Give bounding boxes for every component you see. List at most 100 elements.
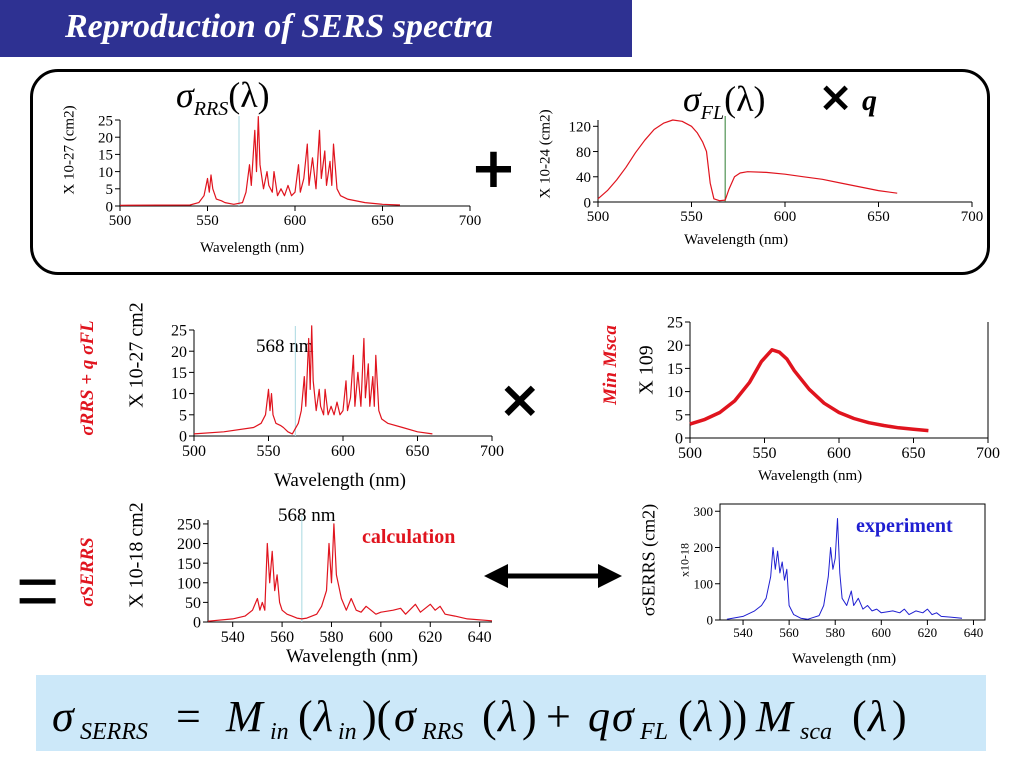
sum-x-tick-label: 650 [406,443,430,460]
sum-x-tick-label: 550 [257,443,281,460]
serrs-side-label-text: σSERRS [77,537,98,607]
serrs_exp-x-tick-label: 540 [733,625,753,640]
formula-m: M [225,692,265,741]
formula-p5: ( [678,692,693,741]
serrs-exp-yfactor: x10-18 [677,543,692,577]
formula-q: q [588,692,610,741]
formula-sigma2: σ [394,692,418,741]
formula-lambda-in: λ [312,692,333,741]
serrs-exp-ylabel: σSERRS (cm2) [638,503,659,617]
serrs-calc-xlabel: Wavelength (nm) [286,646,418,667]
serrs_exp-x-tick-label: 600 [872,625,892,640]
formula-sigma3: σ [612,692,636,741]
sum-ylabel: X 10-27 cm2 [125,302,148,408]
m-side-label: Min Msca [600,325,622,405]
serrs_exp-x-tick-label: 580 [825,625,845,640]
formula-sub-serrs: SERRS [80,719,148,745]
calculation-legend: calculation [362,526,456,548]
fl-xlabel: Wavelength (nm) [684,232,789,248]
sum-side-label: σRRS + q σFL [77,320,99,435]
formula-sub-in: in [270,719,289,745]
m-x-tick-label: 550 [753,445,777,462]
serrs_exp-y-tick-label: 100 [694,576,714,591]
sum-side-label-text: σRRS + q σFL [77,320,98,436]
serrs_calc-x-tick-label: 540 [221,629,245,646]
serrs_exp-y-tick-label: 0 [707,613,714,628]
formula-p4: ) [522,692,537,741]
formula-lambda3: λ [866,692,887,741]
formula-p3: ( [482,692,497,741]
formula-sub-sca: sca [800,719,832,745]
sum-xlabel: Wavelength (nm) [274,470,406,491]
formula-sigma: σ [52,692,76,741]
m-y-tick-label: 15 [667,361,683,378]
serrs-side-label: σSERRS [77,537,99,606]
serrs_calc-y-tick-label: 0 [193,615,201,632]
formula-p7: ( [852,692,867,741]
formula-lambda: λ [496,692,517,741]
q-label: q [862,84,877,117]
formula-sub-fl: FL [639,719,668,745]
formula-lambda2: λ [692,692,713,741]
serrs_exp-y-tick-label: 300 [694,504,714,519]
rrs-heading-sigma: σ [176,75,194,115]
serrs_calc-x-tick-label: 600 [369,629,393,646]
serrs_calc-x-tick-label: 580 [319,629,343,646]
m-x-tick-label: 650 [902,445,926,462]
m-series-line [689,348,929,433]
m-x-tick-label: 500 [678,445,702,462]
equals-operator: = [16,549,60,632]
formula-p8: ) [892,692,907,741]
rrs-xlabel: Wavelength (nm) [200,240,305,256]
times-operator: × [498,370,542,430]
plus-operator: + [470,136,517,201]
m-x-tick-label: 600 [827,445,851,462]
sum-y-tick-label: 20 [171,344,187,361]
serrs_exp-x-tick-label: 640 [964,625,984,640]
serrs_calc-x-tick-label: 560 [270,629,294,646]
formula-p6: )) [718,692,747,741]
m-side-label-text: Min Msca [600,325,621,405]
sum-y-tick-label: 5 [179,407,187,424]
fl-heading-sigma: σ [683,79,701,119]
serrs_exp-y-tick-label: 200 [694,540,714,555]
m-ylabel: X 109 [635,345,658,395]
experiment-legend: experiment [856,515,953,537]
serrs_exp-x-tick-label: 560 [779,625,799,640]
formula-p2: )( [362,692,391,741]
times-q-operator: × [818,72,854,121]
serrs_calc-y-tick-label: 50 [185,595,201,612]
rrs-ylabel: X 10-27 (cm2) [61,105,78,195]
sum-annotation: 568 nm [256,336,314,357]
m-y-tick-label: 0 [675,431,683,448]
m-y-tick-label: 20 [667,338,683,355]
formula-sub-in2: in [338,719,357,745]
m-y-tick-label: 10 [667,384,683,401]
formula-sub-rrs: RRS [421,719,463,745]
m-y-tick-label: 5 [675,407,683,424]
serrs_calc-x-tick-label: 640 [468,629,492,646]
rrs-heading: σRRS(λ) [176,74,270,121]
formula-graphic: σ SERRS = M in ( λ in )( σ RRS ( λ ) + q… [52,692,907,745]
sum-x-tick-label: 700 [480,443,504,460]
formula-m2: M [755,692,795,741]
serrs_calc-y-tick-label: 100 [177,575,201,592]
fl-ylabel: X 10-24 (cm2) [537,109,554,199]
sum-x-tick-label: 600 [331,443,355,460]
formula-eq: = [176,692,201,741]
serrs_exp-x-tick-label: 620 [918,625,938,640]
slide-title: Reproduction of SERS spectra [65,8,493,45]
serrs-calc-ylabel: X 10-18 cm2 [125,502,148,608]
title-bar [0,0,632,57]
formula-plus: + [546,692,571,741]
m-y-tick-label: 25 [667,315,683,332]
m-x-tick-label: 700 [976,445,1000,462]
m-xlabel: Wavelength (nm) [758,468,863,484]
fl-heading: σFL(λ) [683,78,766,125]
sum-y-tick-label: 10 [171,386,187,403]
formula-bar: σ SERRS = M in ( λ in )( σ RRS ( λ ) + q… [36,675,986,751]
serrs-exp-xlabel: Wavelength (nm) [792,651,897,667]
serrs_calc-y-tick-label: 250 [177,517,201,534]
sum-y-tick-label: 25 [171,323,187,340]
serrs_calc-y-tick-label: 200 [177,536,201,553]
